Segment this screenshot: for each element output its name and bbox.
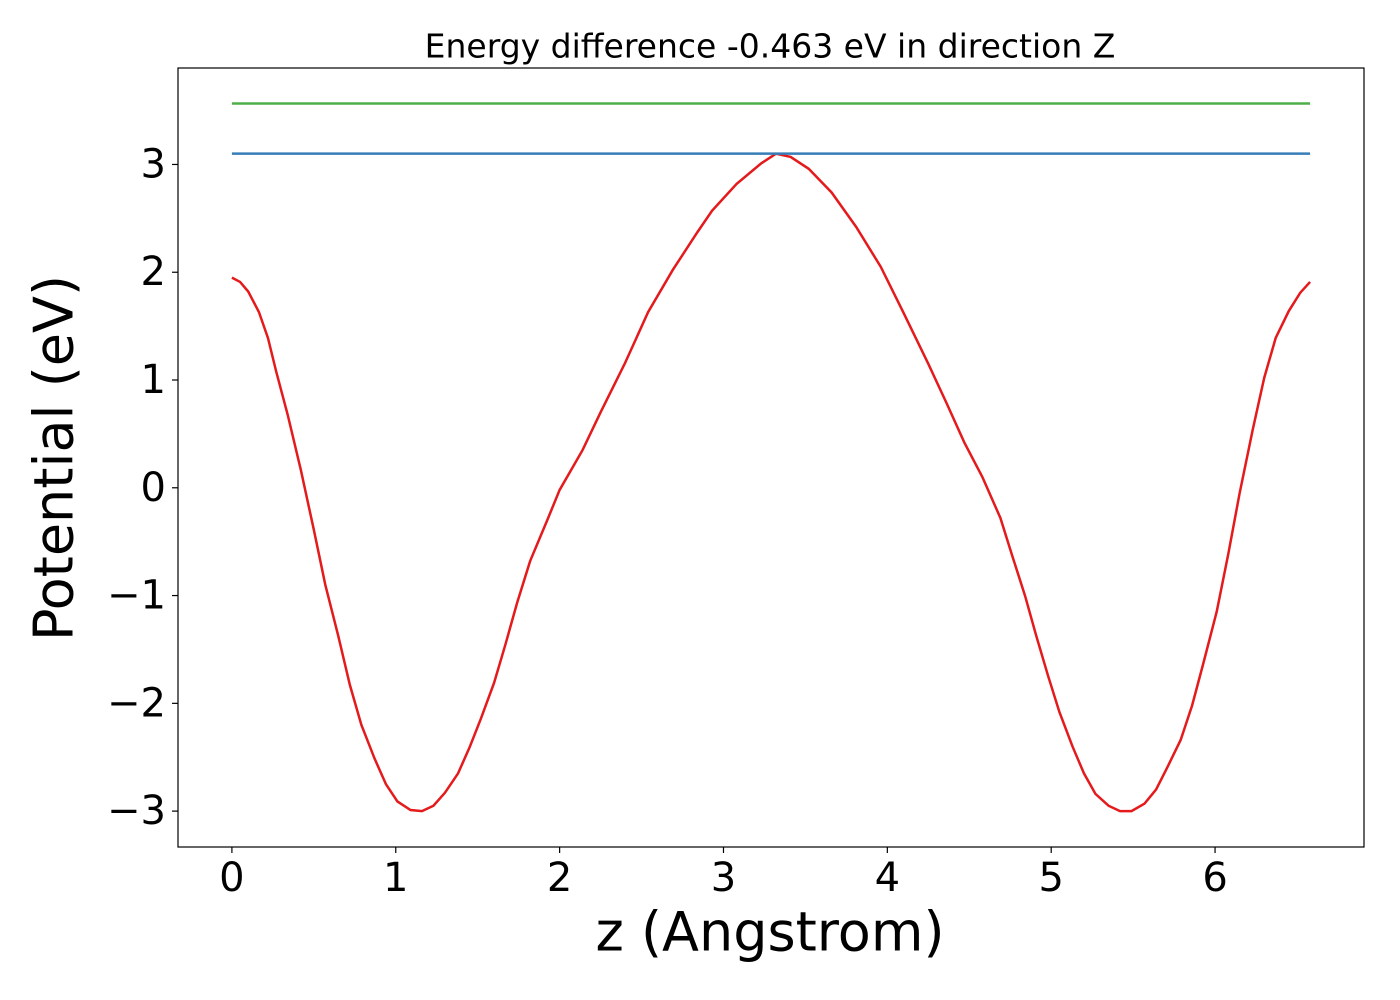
- y-tick-label: −3: [107, 788, 166, 834]
- line-series: [231, 152, 1312, 813]
- x-tick-label: 0: [219, 855, 244, 901]
- x-tick-label: 1: [383, 855, 408, 901]
- chart-title: Energy difference -0.463 eV in direction…: [425, 27, 1116, 66]
- y-tick-label: 1: [141, 357, 166, 403]
- plot-frame: [177, 67, 1365, 848]
- x-tick-label: 4: [875, 855, 900, 901]
- x-tick-label: 2: [547, 855, 572, 901]
- x-tick-label: 3: [711, 855, 736, 901]
- x-tick-label: 6: [1202, 855, 1227, 901]
- x-tick-label: 5: [1038, 855, 1063, 901]
- y-tick-label: 0: [141, 465, 166, 511]
- y-axis-label: Potential (eV): [23, 275, 86, 641]
- y-tick-label: −1: [107, 573, 166, 619]
- x-axis-label: z (Angstrom): [595, 901, 944, 964]
- y-tick-label: 2: [141, 249, 166, 295]
- y-tick-label: −2: [107, 680, 166, 726]
- y-tick-label: 3: [141, 141, 166, 187]
